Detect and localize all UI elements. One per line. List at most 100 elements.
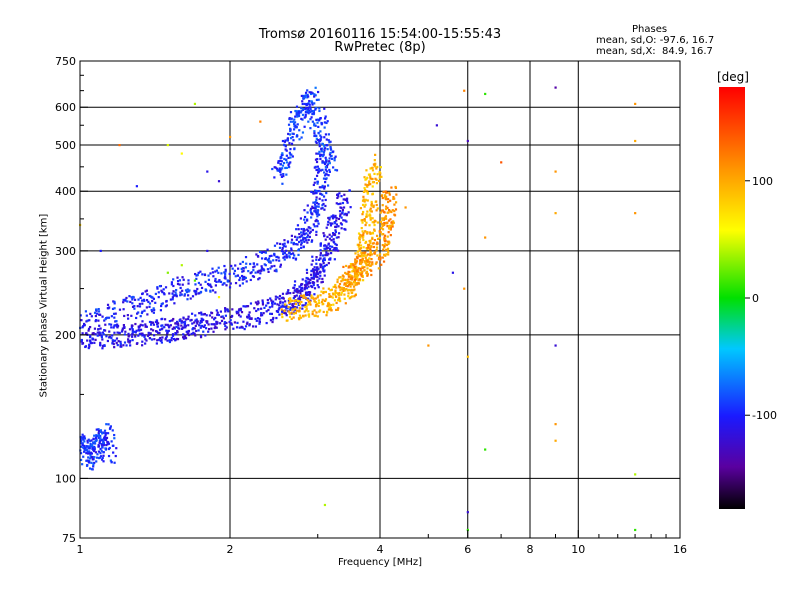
- data-point: [139, 328, 143, 331]
- data-point: [350, 276, 353, 279]
- data-point: [95, 428, 98, 431]
- data-point: [321, 160, 324, 163]
- data-point: [215, 309, 218, 312]
- data-point: [252, 266, 255, 269]
- data-point: [320, 122, 324, 125]
- data-point: [240, 325, 243, 328]
- data-point: [138, 302, 141, 306]
- data-point: [263, 250, 266, 254]
- data-point: [131, 298, 134, 301]
- data-point: [99, 437, 102, 440]
- data-point: [368, 257, 371, 260]
- data-point: [171, 298, 174, 301]
- data-point: [289, 120, 292, 123]
- data-point: [115, 447, 118, 450]
- data-point: [252, 275, 256, 278]
- data-point: [224, 308, 227, 311]
- data-point: [240, 267, 243, 271]
- data-point: [289, 127, 292, 130]
- data-point: [88, 467, 92, 470]
- data-point: [335, 202, 338, 205]
- data-point: [345, 272, 348, 275]
- data-point: [249, 262, 252, 266]
- data-point: [299, 316, 303, 319]
- data-point: [152, 311, 155, 314]
- data-point: [160, 304, 163, 308]
- data-point: [104, 434, 107, 437]
- data-point: [80, 436, 83, 439]
- data-point: [137, 298, 140, 301]
- data-point: [634, 528, 637, 532]
- data-point: [364, 260, 367, 263]
- data-point: [282, 173, 285, 176]
- data-point: [278, 259, 281, 262]
- data-point: [312, 281, 315, 285]
- data-point: [269, 297, 272, 300]
- data-point: [113, 302, 116, 305]
- data-point: [131, 333, 134, 336]
- data-point: [200, 313, 203, 316]
- data-point: [310, 239, 314, 242]
- data-point: [354, 258, 357, 261]
- data-point: [317, 286, 320, 289]
- data-point: [301, 107, 305, 111]
- data-point: [207, 330, 210, 333]
- data-point: [463, 89, 466, 92]
- data-point: [99, 341, 102, 345]
- data-point: [340, 206, 343, 210]
- data-point: [248, 317, 251, 320]
- data-point: [302, 230, 305, 233]
- data-point: [137, 334, 140, 337]
- data-point: [207, 274, 210, 277]
- data-point: [321, 265, 325, 268]
- data-point: [266, 302, 269, 305]
- data-point: [324, 166, 327, 169]
- data-point: [340, 293, 343, 296]
- data-point: [164, 286, 168, 289]
- data-point: [292, 256, 295, 260]
- data-point: [178, 283, 181, 286]
- data-point: [275, 268, 278, 271]
- data-point: [299, 111, 302, 114]
- data-point: [157, 296, 160, 299]
- data-point: [114, 324, 117, 327]
- data-point: [134, 335, 137, 338]
- data-point: [321, 199, 324, 202]
- data-point: [335, 223, 339, 226]
- data-point: [307, 278, 310, 281]
- data-point: [388, 227, 391, 230]
- data-point: [220, 319, 224, 322]
- data-point: [378, 176, 381, 179]
- data-point: [318, 186, 322, 189]
- data-point: [360, 251, 363, 255]
- data-point: [89, 336, 92, 339]
- data-point: [238, 276, 242, 279]
- data-point: [329, 224, 333, 227]
- data-point: [292, 304, 295, 308]
- data-point: [176, 330, 179, 333]
- data-point: [116, 331, 119, 334]
- data-point: [89, 440, 92, 443]
- data-point: [94, 451, 98, 454]
- data-point: [286, 307, 289, 310]
- data-point: [202, 330, 205, 333]
- data-point: [190, 312, 194, 315]
- data-point: [315, 258, 318, 261]
- data-point: [321, 303, 324, 306]
- data-point: [381, 217, 384, 220]
- data-point: [311, 312, 314, 316]
- data-point: [260, 269, 263, 272]
- data-point: [114, 320, 117, 323]
- data-point: [289, 292, 292, 295]
- data-point: [141, 340, 144, 343]
- data-point: [340, 195, 343, 198]
- data-point: [316, 225, 319, 228]
- data-point: [323, 274, 326, 277]
- data-point: [275, 259, 278, 262]
- colorbar-tick-label: 100: [752, 175, 773, 188]
- data-point: [131, 335, 134, 338]
- data-point: [199, 326, 202, 329]
- x-tick-label: 2: [227, 543, 234, 556]
- data-point: [310, 216, 313, 219]
- data-point: [261, 299, 264, 302]
